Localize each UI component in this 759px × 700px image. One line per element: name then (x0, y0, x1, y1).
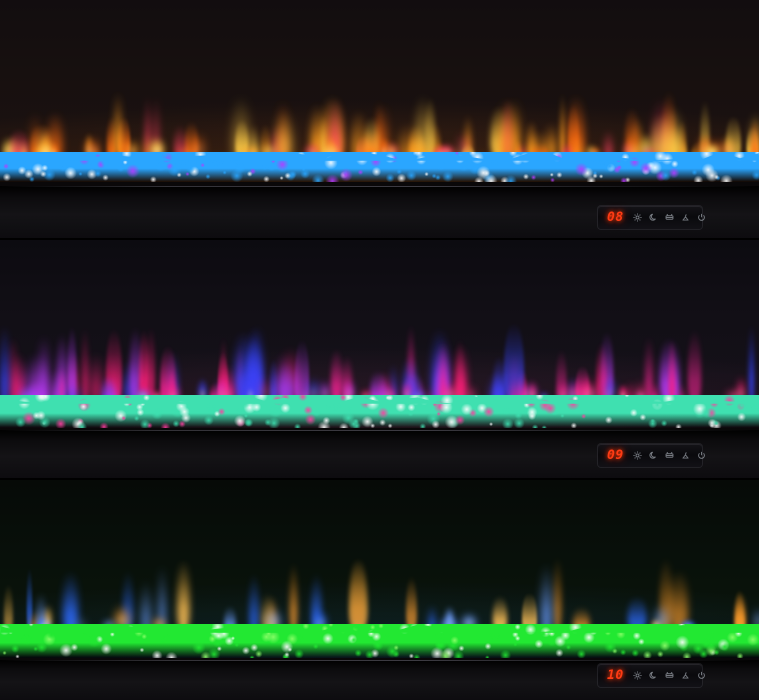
timer-moon-icon[interactable] (649, 213, 658, 222)
flame-color-icon[interactable] (665, 451, 674, 460)
heater-icon[interactable] (681, 213, 690, 222)
bezel-highlight (0, 660, 759, 661)
heater-icon[interactable] (681, 451, 690, 460)
crystal-bed-crest (0, 152, 759, 161)
control-panel[interactable]: 08 (598, 206, 705, 229)
firebox (0, 0, 759, 182)
led-mode-display: 09 (607, 448, 624, 463)
flame-color-icon[interactable] (665, 213, 674, 222)
flame-effect (0, 240, 759, 428)
heater-icon[interactable] (681, 671, 690, 680)
crystal-ember-bed (0, 152, 759, 182)
flame-color-icon[interactable] (665, 671, 674, 680)
control-panel[interactable]: 10 (598, 664, 705, 687)
power-icon[interactable] (697, 451, 706, 460)
firebox (0, 240, 759, 428)
flame-effect (0, 480, 759, 658)
flame-brightness-icon[interactable] (633, 213, 642, 222)
panel-seam (0, 478, 759, 480)
power-icon[interactable] (697, 213, 706, 222)
flame-effect (0, 0, 759, 182)
led-mode-display: 08 (607, 210, 624, 225)
bezel-highlight (0, 186, 759, 187)
timer-moon-icon[interactable] (649, 671, 658, 680)
crystal-ember-bed (0, 395, 759, 428)
firebox (0, 480, 759, 658)
control-icon-row (633, 451, 706, 460)
flame-brightness-icon[interactable] (633, 451, 642, 460)
fireplace-panel (0, 240, 759, 478)
fireplace-panel (0, 0, 759, 238)
control-icon-row (633, 671, 706, 680)
panel-seam (0, 238, 759, 240)
control-icon-row (633, 213, 706, 222)
led-mode-display: 10 (607, 668, 624, 683)
control-panel[interactable]: 09 (598, 444, 705, 467)
power-icon[interactable] (697, 671, 706, 680)
timer-moon-icon[interactable] (649, 451, 658, 460)
crystal-ember-bed (0, 624, 759, 658)
bezel-highlight (0, 430, 759, 431)
flame-brightness-icon[interactable] (633, 671, 642, 680)
